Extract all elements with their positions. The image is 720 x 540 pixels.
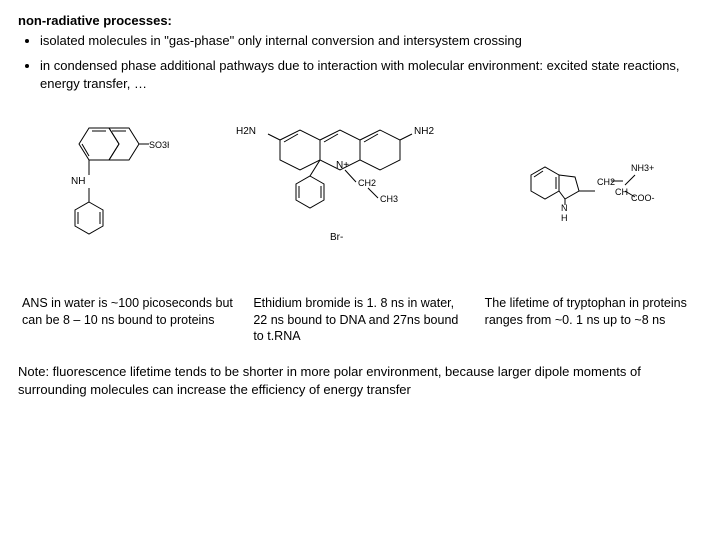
structure-ans: SO3H NH [49,120,169,275]
ch2-label-trp: CH2 [597,177,615,187]
caption-ethidium: Ethidium bromide is 1. 8 ns in water, 22… [253,295,466,346]
structures-row: SO3H NH H2N NH2 N+ [18,110,702,285]
trp-svg: N H CH2 CH NH3+ COO- [511,135,671,255]
h2n-label: H2N [236,126,256,137]
br-label: Br- [330,232,343,243]
structure-trp: N H CH2 CH NH3+ COO- [511,135,671,260]
bullet-item: isolated molecules in "gas-phase" only i… [40,32,702,50]
captions-row: ANS in water is ~100 picoseconds but can… [22,295,698,346]
ethidium-svg: H2N NH2 N+ CH2 CH3 Br- [230,110,450,280]
ch3-label: CH3 [380,194,398,204]
nh-label: NH [71,176,85,187]
note-text: Note: fluorescence lifetime tends to be … [18,363,702,398]
nplus-label: N+ [336,160,349,171]
structure-ethidium: H2N NH2 N+ CH2 CH3 Br- [230,110,450,285]
ch2-label: CH2 [358,178,376,188]
ans-svg: SO3H NH [49,120,169,270]
nh2-label: NH2 [414,126,434,137]
caption-trp: The lifetime of tryptophan in proteins r… [485,295,698,346]
nh3-label: NH3+ [631,163,654,173]
caption-ans: ANS in water is ~100 picoseconds but can… [22,295,235,346]
heading: non-radiative processes: [18,12,702,30]
so3h-label: SO3H [149,140,169,150]
bullet-list: isolated molecules in "gas-phase" only i… [18,32,702,93]
n-label: N [561,203,568,213]
coo-label: COO- [631,193,655,203]
h-label: H [561,213,568,223]
bullet-item: in condensed phase additional pathways d… [40,57,702,92]
